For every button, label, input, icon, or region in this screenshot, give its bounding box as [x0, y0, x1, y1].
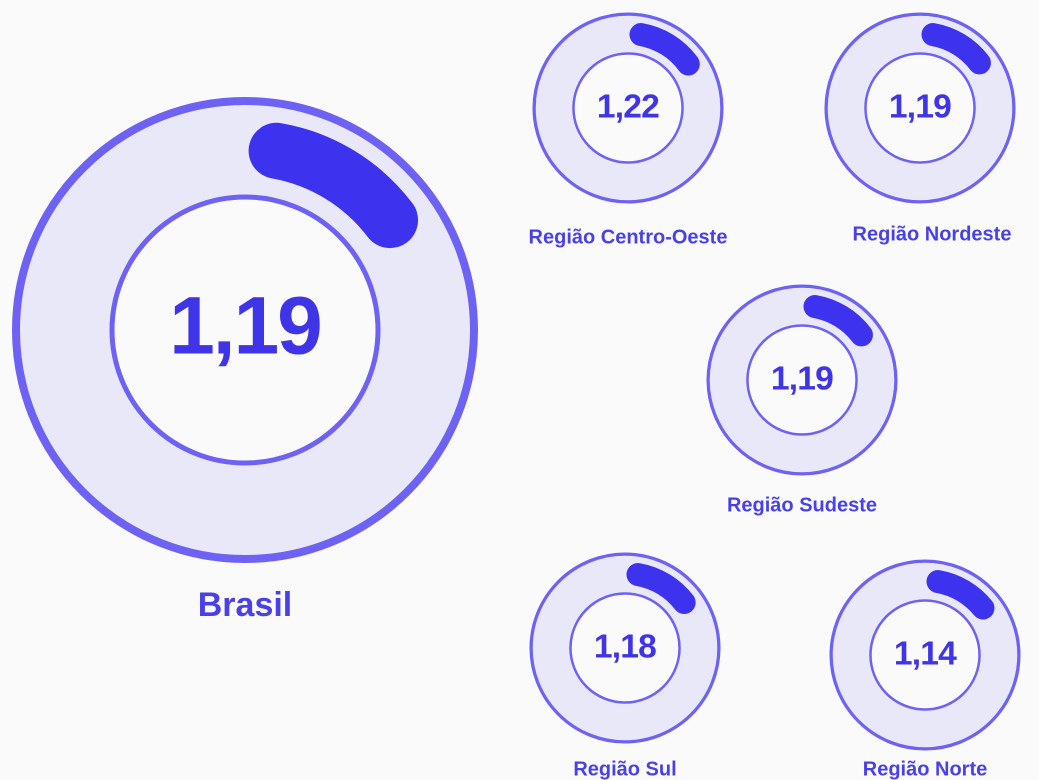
gauge-inner: [746, 324, 858, 436]
gauge-arc: [803, 295, 873, 347]
gauge-label: Brasil: [198, 586, 293, 624]
gauge-value: 1,19: [169, 281, 321, 372]
gauge-inner: [109, 194, 381, 466]
gauge-label: Região Nordeste: [853, 223, 1012, 245]
gauge-label: Região Norte: [863, 758, 987, 780]
gauge-arc: [926, 570, 995, 620]
gauge-label: Região Centro-Oeste: [529, 226, 728, 248]
gauge-arc: [921, 23, 991, 75]
gauge-arc: [248, 122, 419, 249]
gauge-value: 1,18: [594, 629, 656, 666]
gauge-arc: [626, 563, 696, 615]
gauge-arc: [629, 23, 700, 76]
gauge-value: 1,19: [889, 89, 951, 126]
gauge-inner: [572, 52, 684, 164]
gauge-value: 1,14: [894, 636, 957, 673]
gauge-label: Região Sul: [573, 758, 676, 780]
gauge-label: Região Sudeste: [727, 494, 877, 516]
gauge-inner: [869, 599, 981, 711]
gauge-inner: [864, 52, 976, 164]
gauge-value: 1,22: [597, 89, 659, 126]
gauge-inner: [569, 592, 681, 704]
gauge-value: 1,19: [771, 361, 833, 398]
